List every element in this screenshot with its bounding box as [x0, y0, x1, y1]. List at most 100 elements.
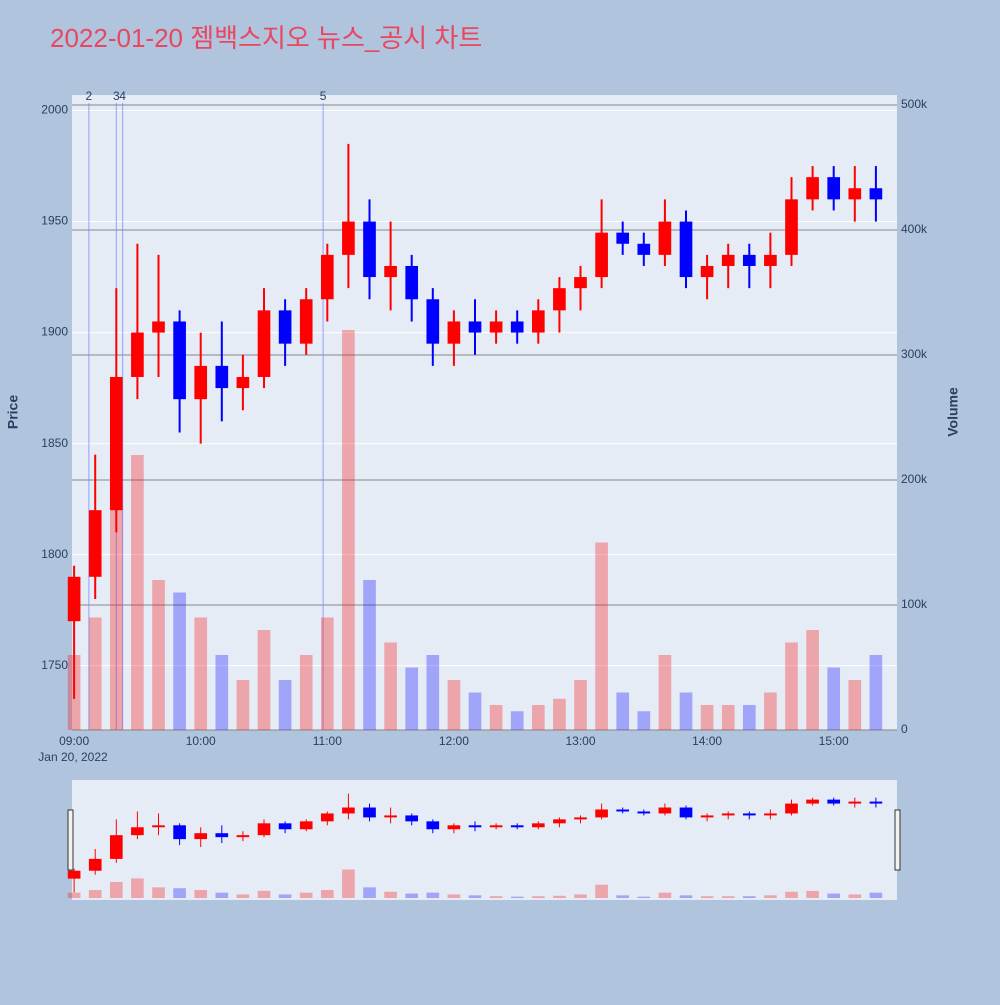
mini-candle-body	[637, 811, 651, 814]
mini-volume-bar	[531, 896, 545, 898]
mini-volume-bar	[806, 890, 819, 898]
mini-candle-body	[700, 815, 714, 818]
mini-candle-body	[384, 815, 397, 818]
candle-body	[721, 254, 735, 266]
candle-body	[426, 299, 440, 344]
volume-bar	[194, 617, 208, 730]
mini-volume-bar	[447, 894, 461, 898]
volume-bar	[342, 330, 355, 730]
mini-volume-bar	[152, 887, 165, 898]
candle-body	[67, 576, 81, 622]
volume-bar	[131, 455, 144, 730]
y2-tick-label: 200k	[901, 472, 928, 486]
mini-candle-body	[468, 825, 482, 828]
news-label: 5	[320, 89, 327, 103]
mini-candle-body	[320, 813, 334, 822]
y-tick-label: 2000	[41, 103, 68, 117]
mini-candle-body	[827, 799, 841, 804]
y-tick-label: 1900	[41, 325, 68, 339]
mini-candle-body	[194, 833, 208, 840]
mini-candle-body	[405, 815, 419, 822]
candle-body	[109, 376, 123, 511]
candle-body	[658, 221, 672, 255]
x-tick-label: 09:00	[59, 734, 89, 748]
mini-candle-body	[574, 817, 587, 820]
mini-volume-bar	[679, 895, 693, 898]
mini-candle-body	[869, 801, 883, 804]
candle-body	[236, 376, 250, 389]
mini-volume-bar	[827, 893, 841, 898]
slider-handle[interactable]	[894, 809, 901, 871]
news-label: 4	[119, 89, 126, 103]
x-tick-label: 11:00	[313, 734, 342, 748]
candle-body	[637, 243, 651, 255]
volume-bar	[721, 705, 735, 730]
y2-tick-label: 300k	[901, 347, 928, 361]
candle-body	[194, 365, 208, 400]
news-label: 3	[113, 89, 120, 103]
mini-candle-body	[342, 807, 355, 814]
range-slider[interactable]	[72, 780, 897, 900]
mini-volume-bar	[426, 892, 440, 898]
mini-candle-body	[658, 807, 672, 814]
candle-body	[742, 254, 756, 266]
candle-body	[595, 232, 608, 278]
candle-body	[869, 188, 883, 200]
mini-volume-bar	[173, 888, 186, 898]
candle-body	[848, 188, 862, 200]
volume-bar	[869, 655, 883, 730]
mini-volume-bar	[764, 895, 777, 898]
candle-body	[131, 332, 144, 377]
volume-bar	[574, 680, 587, 730]
candle-body	[215, 365, 229, 389]
candle-body	[553, 288, 566, 311]
mini-volume-bar	[215, 892, 229, 898]
mini-volume-bar	[468, 895, 482, 898]
y2-tick-label: 0	[901, 722, 908, 736]
date-label: Jan 20, 2022	[38, 750, 108, 764]
mini-volume-bar	[194, 889, 208, 898]
candle-body	[574, 277, 587, 289]
mini-volume-bar	[869, 892, 883, 898]
mini-volume-bar	[299, 892, 313, 898]
candle-body	[320, 254, 334, 300]
mini-volume-bar	[637, 896, 651, 898]
mini-volume-bar	[363, 887, 376, 898]
x-tick-label: 15:00	[819, 734, 849, 748]
mini-candle-body	[109, 835, 123, 859]
y2-tick-label: 500k	[901, 97, 928, 111]
mini-volume-bar	[278, 894, 292, 898]
volume-bar	[785, 642, 798, 730]
y-tick-label: 1950	[41, 214, 68, 228]
mini-candle-body	[299, 821, 313, 830]
volume-bar	[742, 705, 756, 730]
mini-volume-bar	[384, 891, 397, 898]
volume-bar	[700, 705, 714, 730]
mini-candle-body	[742, 813, 756, 816]
mini-candle-body	[152, 825, 165, 828]
slider-handle[interactable]	[67, 809, 74, 871]
candle-body	[342, 221, 355, 255]
volume-bar	[447, 680, 461, 730]
y-tick-label: 1750	[41, 658, 68, 672]
candle-body	[152, 321, 165, 333]
mini-volume-bar	[489, 896, 503, 898]
mini-volume-bar	[131, 878, 144, 898]
volume-bar	[489, 705, 503, 730]
candle-body	[278, 310, 292, 344]
mini-volume-bar	[785, 891, 798, 898]
volume-bar	[806, 630, 819, 730]
mini-volume-bar	[721, 896, 735, 898]
volume-bar	[553, 698, 566, 730]
chart-title: 2022-01-20 젬백스지오 뉴스_공시 차트	[50, 23, 482, 53]
mini-candle-body	[616, 809, 630, 812]
volume-bar	[320, 617, 334, 730]
mini-candle-body	[510, 825, 524, 828]
candle-body	[700, 265, 714, 278]
volume-bar	[616, 692, 630, 730]
volume-bar	[152, 580, 165, 730]
news-label: 2	[86, 89, 93, 103]
mini-volume-bar	[510, 896, 524, 898]
mini-candle-body	[363, 807, 376, 818]
mini-candle-body	[67, 870, 81, 879]
